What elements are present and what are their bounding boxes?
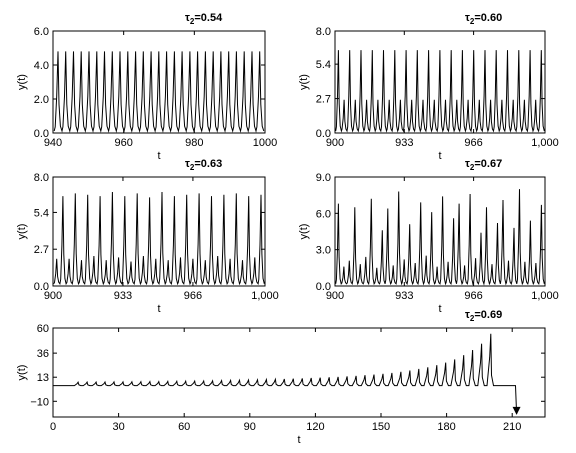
x-tick-label: 210 (503, 421, 521, 433)
tau-symbol: τ (465, 12, 470, 24)
series-line (335, 189, 545, 286)
axes-frame (52, 176, 266, 287)
y-tick-label: 8.0 (34, 172, 49, 184)
series-line (53, 333, 518, 414)
tau-label: τ2=0.67 (465, 158, 502, 172)
y-tick-label: 5.4 (316, 59, 331, 71)
x-tick-label: 30 (112, 421, 124, 433)
x-tick-label: 966 (184, 290, 202, 302)
x-tick-label: 150 (372, 421, 390, 433)
y-tick-label: 13 (37, 372, 49, 384)
tau-label: τ2=0.63 (185, 158, 222, 172)
y-tick-label: 0.0 (316, 128, 331, 140)
x-axis-label: t (157, 150, 160, 162)
axes-frame (52, 327, 546, 418)
x-tick-label: 900 (326, 137, 344, 149)
x-axis-label: t (438, 150, 441, 162)
tau-value: =0.67 (474, 158, 502, 170)
x-tick-label: 966 (464, 137, 482, 149)
y-tick-label: 60 (37, 323, 49, 335)
tau-label: τ2=0.54 (185, 12, 223, 26)
series-line (335, 50, 545, 133)
tau-label: τ2=0.60 (465, 12, 502, 26)
tau-value: =0.63 (194, 158, 222, 170)
y-tick-label: 5.4 (34, 207, 49, 219)
x-tick-label: 1000 (253, 137, 277, 149)
tau-symbol: τ (185, 158, 190, 170)
y-axis-label: y(t) (298, 74, 310, 90)
y-tick-label: 2.7 (316, 94, 331, 106)
panel-2: 900 933 966 1,000 0.0 2.7 5.4 8.0 t y(t) τ2=0.60 (298, 12, 559, 162)
panel-3: 900 933 966 1,000 0.0 2.7 5.4 8.0 t y(t) τ2=0.63 (16, 158, 279, 315)
y-tick-label: 0.0 (34, 281, 49, 293)
y-tick-label: 8.0 (316, 26, 331, 38)
y-tick-label: 36 (37, 348, 49, 360)
x-axis-label: t (438, 303, 441, 315)
tau-value: =0.69 (474, 309, 502, 321)
x-tick-label: 933 (114, 290, 132, 302)
x-tick-label: 960 (114, 137, 132, 149)
tau-value: =0.54 (194, 12, 223, 24)
tau-subscript: 2 (470, 163, 475, 172)
y-tick-label: 2.0 (34, 94, 49, 106)
x-tick-label: 90 (244, 421, 256, 433)
tau-label: τ2=0.69 (465, 309, 502, 323)
y-axis-label: y(t) (16, 224, 28, 240)
y-tick-label: 6.0 (34, 26, 49, 38)
x-axis-label: t (297, 434, 300, 446)
tau-subscript: 2 (470, 314, 475, 323)
tau-subscript: 2 (470, 17, 475, 26)
x-tick-label: 900 (326, 290, 344, 302)
series-line (53, 51, 265, 133)
x-tick-label: 1,000 (251, 290, 279, 302)
x-tick-label: 933 (395, 137, 413, 149)
tau-subscript: 2 (190, 163, 195, 172)
y-tick-label: 0.0 (34, 128, 49, 140)
y-tick-label: 9.0 (316, 172, 331, 184)
y-axis-label: y(t) (16, 74, 28, 90)
panel-5: 0 30 60 90 120 150 180 210 −10 13 36 60 t y(t) τ2=0.69 (16, 309, 546, 446)
y-tick-label: 3.0 (316, 245, 331, 257)
y-axis-label: y(t) (16, 365, 28, 381)
x-tick-label: 900 (44, 290, 62, 302)
tau-symbol: τ (465, 309, 470, 321)
y-tick-label: 6.0 (316, 208, 331, 220)
axes-frame (334, 176, 546, 287)
x-tick-label: 60 (178, 421, 190, 433)
y-tick-label: 0.0 (316, 281, 331, 293)
x-axis-label: t (157, 303, 160, 315)
x-tick-label: 980 (185, 137, 203, 149)
panel-4: 900 933 966 1,000 0.0 3.0 6.0 9.0 t y(t) τ2=0.67 (298, 158, 559, 315)
y-tick-label: 4.0 (34, 60, 49, 72)
tau-subscript: 2 (190, 17, 195, 26)
tau-symbol: τ (465, 158, 470, 170)
x-tick-label: 940 (44, 137, 62, 149)
x-tick-label: 180 (437, 421, 455, 433)
x-tick-label: 933 (395, 290, 413, 302)
y-tick-label: −10 (30, 396, 49, 408)
tau-value: =0.60 (474, 12, 502, 24)
axes-frame (334, 30, 546, 134)
x-tick-label: 1,000 (531, 290, 559, 302)
x-tick-label: 0 (50, 421, 56, 433)
x-tick-label: 120 (306, 421, 324, 433)
panel-1: 940 960 980 1000 0.0 2.0 4.0 6.0 t y(t) τ2=0.54 (16, 12, 277, 162)
x-tick-label: 1,000 (531, 137, 559, 149)
x-tick-label: 966 (464, 290, 482, 302)
tau-symbol: τ (185, 12, 190, 24)
series-line (53, 191, 265, 286)
y-axis-label: y(t) (298, 224, 310, 240)
y-tick-label: 2.7 (34, 244, 49, 256)
axes-frame (52, 30, 266, 134)
